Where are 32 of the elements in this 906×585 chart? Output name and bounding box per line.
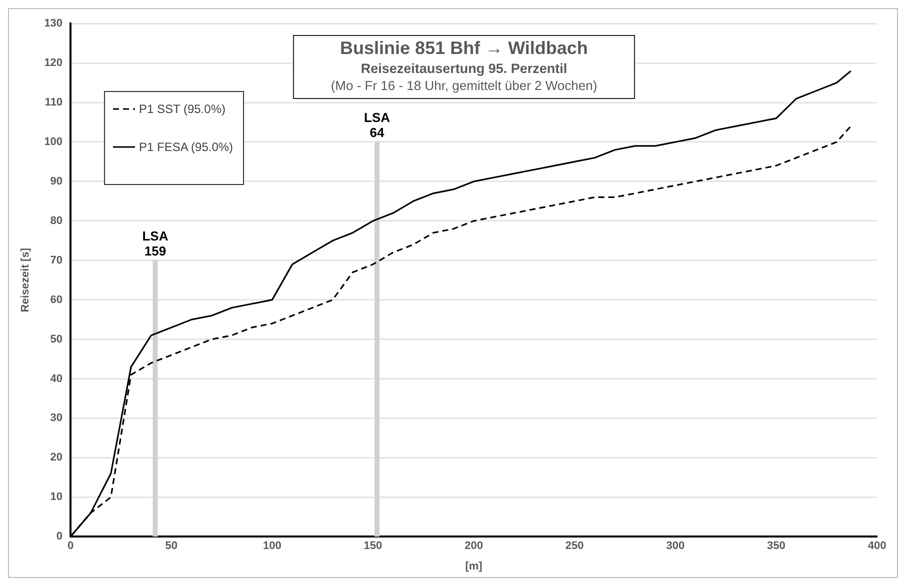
x-tick-label: 350 — [767, 540, 786, 552]
x-tick-label: 100 — [262, 540, 282, 552]
y-tick-label: 100 — [44, 136, 63, 148]
y-tick-label: 10 — [50, 491, 63, 504]
y-tick-label: 40 — [50, 372, 63, 385]
y-tick-label: 80 — [50, 214, 63, 227]
annotation: LSA 64 — [364, 110, 391, 140]
x-tick-label: 150 — [364, 540, 382, 552]
text: Reisezeitausertung 95. Perzentil — [360, 61, 568, 76]
y-tick-label: 60 — [50, 294, 63, 306]
x-tick-label: 50 — [165, 540, 178, 552]
y-axis-title: Reisezeit [s] — [20, 248, 32, 312]
y-tick-label: 30 — [50, 412, 63, 424]
annotation: LSA 159 — [142, 228, 169, 258]
x-axis-title: [m] — [465, 560, 483, 572]
x-tick-label: 250 — [565, 540, 584, 552]
x-tick-label: 400 — [868, 540, 886, 552]
y-tick-label: 120 — [44, 57, 63, 70]
legend-label: P1 FESA (95.0%) — [139, 140, 234, 154]
x-tick-label: 200 — [464, 540, 483, 552]
text: Buslinie 851 Bhf → Wildbach — [339, 38, 589, 59]
x-tick-label: 300 — [666, 540, 685, 552]
y-tick-label: 70 — [50, 254, 63, 266]
y-tick-label: 110 — [44, 96, 63, 109]
y-tick-label: 130 — [44, 18, 63, 30]
y-tick-label: 90 — [50, 175, 63, 188]
legend-label: P1 SST (95.0%) — [139, 102, 226, 116]
y-tick-label: 20 — [50, 452, 63, 464]
y-tick-label: 0 — [56, 530, 63, 543]
x-tick-label: 0 — [67, 540, 74, 552]
y-tick-label: 50 — [50, 333, 63, 346]
annotation: (Mo - Fr 16 - 18 Uhr, gemittelt über 2 Wochen) — [330, 78, 598, 93]
